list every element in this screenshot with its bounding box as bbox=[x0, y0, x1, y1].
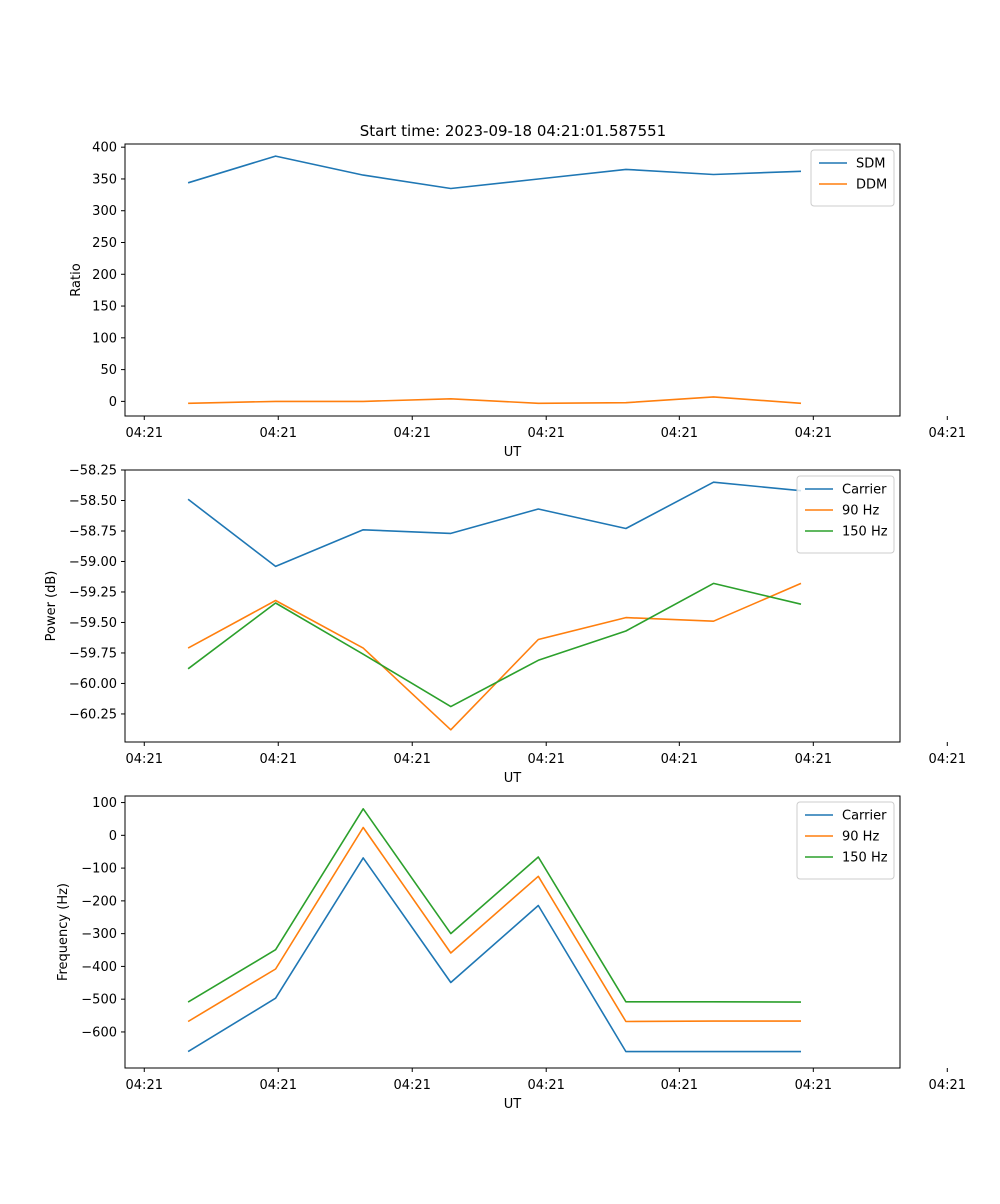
x-tick-label: 04:21 bbox=[661, 752, 698, 767]
y-tick-label: 400 bbox=[92, 141, 117, 156]
x-axis-label: UT bbox=[504, 445, 522, 460]
x-tick-label: 04:21 bbox=[393, 1078, 430, 1093]
legend: Carrier 90 Hz 150 Hz bbox=[796, 475, 895, 554]
y-tick-label: 0 bbox=[109, 395, 117, 410]
x-tick-label: 04:21 bbox=[527, 1078, 564, 1093]
y-tick-label: 350 bbox=[92, 172, 117, 187]
y-tick-label: 100 bbox=[92, 331, 117, 346]
legend-box bbox=[796, 801, 895, 880]
series-line-150-hz bbox=[187, 807, 802, 1003]
legend-label: 150 Hz bbox=[842, 525, 888, 540]
y-tick-label: −58.50 bbox=[69, 494, 117, 509]
y-tick-label: 200 bbox=[92, 268, 117, 283]
legend-box bbox=[810, 149, 895, 207]
y-tick-label: −60.00 bbox=[69, 677, 117, 692]
x-tick-label: 04:21 bbox=[393, 752, 430, 767]
x-tick-label: 04:21 bbox=[260, 1078, 297, 1093]
x-tick-label: 04:21 bbox=[527, 752, 564, 767]
x-tick-label: 04:21 bbox=[929, 752, 966, 767]
x-tick-label: 04:21 bbox=[929, 426, 966, 441]
y-axis-label: Power (dB) bbox=[44, 571, 59, 642]
x-tick-label: 04:21 bbox=[126, 752, 163, 767]
x-tick-label: 04:21 bbox=[393, 426, 430, 441]
x-tick-label: 04:21 bbox=[527, 426, 564, 441]
y-tick-label: 300 bbox=[92, 204, 117, 219]
y-tick-label: −60.25 bbox=[69, 707, 117, 722]
x-tick-label: 04:21 bbox=[795, 1078, 832, 1093]
series-line-ddm bbox=[188, 396, 802, 405]
y-tick-label: −600 bbox=[81, 1025, 117, 1040]
x-tick-label: 04:21 bbox=[661, 426, 698, 441]
y-tick-label: −400 bbox=[81, 960, 117, 975]
y-tick-label: −300 bbox=[81, 927, 117, 942]
legend-label: DDM bbox=[856, 178, 887, 193]
y-tick-label: −58.25 bbox=[69, 464, 117, 479]
legend-label: 90 Hz bbox=[842, 504, 879, 519]
legend-label: Carrier bbox=[842, 809, 887, 824]
series-line-90-hz bbox=[187, 582, 802, 731]
x-tick-label: 04:21 bbox=[260, 752, 297, 767]
axes-frame bbox=[124, 469, 901, 743]
legend-box bbox=[796, 475, 895, 554]
series-line-150-hz bbox=[187, 582, 802, 708]
legend-label: 150 Hz bbox=[842, 851, 888, 866]
x-tick-label: 04:21 bbox=[795, 426, 832, 441]
x-tick-label: 04:21 bbox=[126, 426, 163, 441]
x-tick-label: 04:21 bbox=[795, 752, 832, 767]
x-axis-label: UT bbox=[504, 1097, 522, 1112]
x-axis-label: UT bbox=[504, 771, 522, 786]
y-tick-label: 250 bbox=[92, 236, 117, 251]
figure-title: Start time: 2023-09-18 04:21:01.587551 bbox=[360, 122, 666, 140]
y-tick-label: −59.75 bbox=[69, 646, 117, 661]
legend-label: 90 Hz bbox=[842, 830, 879, 845]
axes-frame bbox=[124, 795, 901, 1069]
y-tick-label: 150 bbox=[92, 300, 117, 315]
y-tick-label: −59.50 bbox=[69, 616, 117, 631]
axes-frame bbox=[124, 143, 901, 417]
y-tick-label: −59.00 bbox=[69, 555, 117, 570]
y-tick-label: −500 bbox=[81, 993, 117, 1008]
y-axis-label: Frequency (Hz) bbox=[56, 883, 71, 981]
legend: Carrier 90 Hz 150 Hz bbox=[796, 801, 895, 880]
legend-label: SDM bbox=[856, 157, 885, 172]
y-tick-label: −100 bbox=[81, 862, 117, 877]
x-tick-label: 04:21 bbox=[929, 1078, 966, 1093]
y-tick-label: −58.75 bbox=[69, 524, 117, 539]
y-tick-label: 50 bbox=[100, 363, 117, 378]
x-tick-label: 04:21 bbox=[661, 1078, 698, 1093]
x-tick-label: 04:21 bbox=[126, 1078, 163, 1093]
panel-2: −60.25 −60.00 −59.75 −59.50 −59.25 −59.00 −58.… bbox=[44, 464, 966, 787]
series-line-carrier bbox=[187, 481, 802, 568]
y-tick-label: −59.25 bbox=[69, 585, 117, 600]
series-line-sdm bbox=[187, 155, 802, 190]
panel-1: 0 50 100 150 200 250 300 350 400 04:21 04:21 04:21 0… bbox=[69, 141, 966, 460]
x-tick-label: 04:21 bbox=[260, 426, 297, 441]
series-line-carrier bbox=[187, 857, 801, 1053]
panel-3: −600 −500 −400 −300 −200 −100 0 100 04:21 04:21 04… bbox=[56, 795, 966, 1112]
legend-label: Carrier bbox=[842, 483, 887, 498]
legend: SDM DDM bbox=[810, 149, 895, 207]
series-line-90-hz bbox=[187, 826, 801, 1023]
y-tick-label: −200 bbox=[81, 894, 117, 909]
y-tick-label: 100 bbox=[92, 796, 117, 811]
panels: 0 50 100 150 200 250 300 350 400 04:21 04:21 04:21 0… bbox=[44, 141, 966, 1112]
y-axis-label: Ratio bbox=[69, 263, 84, 296]
y-tick-label: 0 bbox=[109, 829, 117, 844]
